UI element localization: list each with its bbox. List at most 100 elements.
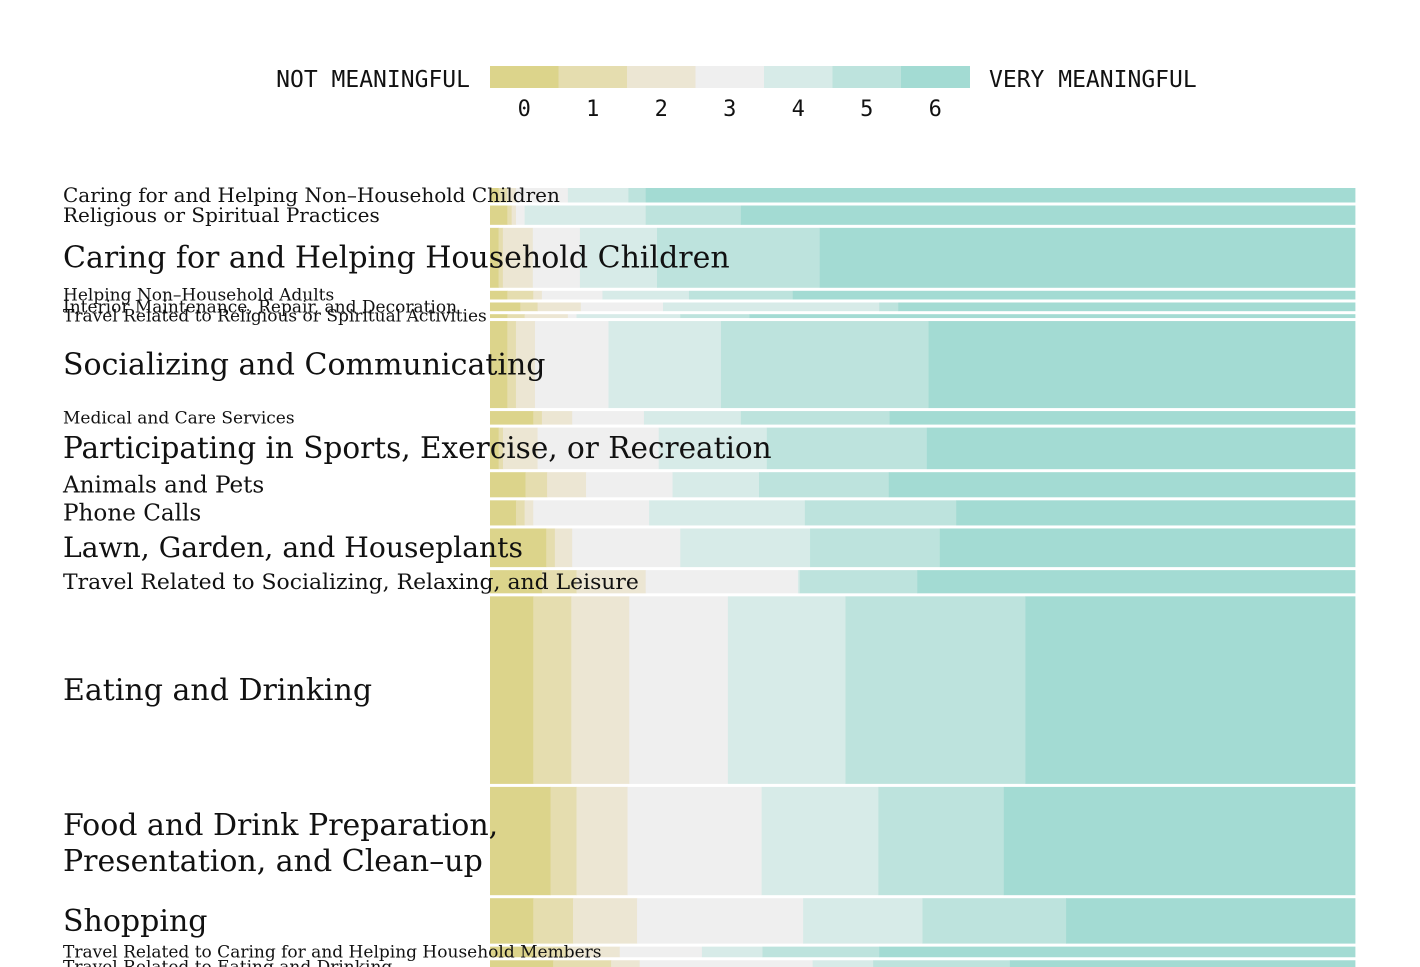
bar-segment-5 (878, 786, 1005, 896)
bar-segment-1 (498, 227, 504, 288)
legend-tick-label: 0 (518, 97, 531, 122)
bar-segment-4 (602, 290, 690, 300)
bar-segment-1 (525, 472, 548, 498)
row-label: Lawn, Garden, and Houseplants (63, 531, 523, 564)
bar-segment-4 (663, 302, 880, 312)
bar-segment-1 (498, 188, 508, 203)
legend-swatch-0 (490, 66, 559, 88)
bar-segment-5 (879, 302, 899, 312)
bar-segment-3 (533, 500, 650, 526)
bar-segment-4 (524, 205, 647, 225)
bar-segment-2 (524, 314, 569, 319)
bar-segment-2 (502, 227, 534, 288)
bar-segment-6 (1003, 786, 1356, 896)
bar-segment-5 (680, 314, 750, 319)
color-scale-legend: NOT MEANINGFUL VERY MEANINGFUL 0 1 2 3 4 5 6 (276, 66, 1197, 122)
bar-segment-4 (812, 960, 874, 967)
bar-segment-1 (507, 205, 513, 225)
bar-row (490, 596, 1356, 784)
bar-row (490, 898, 1356, 944)
legend-tick-label: 5 (860, 97, 873, 122)
bar-segment-0 (490, 570, 543, 594)
row-label: Religious or Spiritual Practices (63, 203, 380, 227)
bar-segment-5 (810, 528, 941, 568)
bar-segment-3 (537, 427, 660, 470)
bar-segment-2 (576, 570, 647, 594)
bar-segment-1 (515, 500, 525, 526)
bar-segment-3 (629, 596, 729, 784)
row-labels: Caring for and Helping Non–Household Chi… (62, 183, 772, 967)
bar-segment-5 (804, 500, 957, 526)
bar-segment-0 (490, 188, 500, 203)
bar-segment-3 (572, 411, 645, 425)
bar-segment-5 (720, 321, 929, 409)
bar-segment-1 (533, 946, 569, 958)
bar-segment-3 (567, 314, 577, 319)
bar-segment-4 (567, 188, 629, 203)
bar-segment-2 (571, 596, 630, 784)
bar-segment-3 (586, 472, 673, 498)
bar-row (490, 960, 1356, 967)
bar-segment-6 (939, 528, 1356, 568)
row-label: Travel Related to Socializing, Relaxing,… (63, 570, 639, 595)
bar-segment-5 (762, 946, 880, 958)
bar-segment-5 (845, 596, 1026, 784)
row-label: Shopping (63, 904, 207, 939)
legend-swatch-5 (832, 66, 902, 88)
bar-segment-6 (888, 472, 1356, 498)
bar-segment-6 (740, 205, 1356, 225)
bar-row (490, 314, 1356, 319)
row-label: Medical and Care Services (63, 408, 295, 428)
bar-segment-3 (572, 528, 681, 568)
bar-segment-3 (639, 960, 814, 967)
bar-segment-6 (645, 188, 1356, 203)
bar-row (490, 227, 1356, 288)
bar-segment-0 (490, 314, 508, 319)
bar-segment-3 (627, 786, 763, 896)
bar-segment-4 (576, 314, 681, 319)
bar-segment-5 (922, 898, 1067, 944)
bar-segment-2 (511, 205, 517, 225)
bar-segment-1 (507, 314, 525, 319)
bar-segment-0 (490, 411, 534, 425)
legend-swatch-6 (901, 66, 970, 88)
bar-row (490, 188, 1356, 203)
bar-segment-6 (792, 290, 1356, 300)
bar-segment-1 (520, 302, 538, 312)
row-label: Travel Related to Caring for and Helping… (63, 943, 602, 963)
bar-segment-5 (657, 227, 821, 288)
bar-segment-6 (956, 500, 1356, 526)
bar-segment-6 (819, 227, 1356, 288)
bar-segment-4 (701, 946, 763, 958)
bar-segment-1 (507, 290, 534, 300)
bar-segment-5 (799, 570, 918, 594)
legend-swatch-4 (764, 66, 833, 88)
bar-segment-6 (749, 314, 1356, 319)
row-label: Helping Non–Household Adults (63, 286, 334, 306)
bar-segment-2 (541, 411, 573, 425)
bar-segment-1 (550, 786, 577, 896)
legend-tick-label: 2 (655, 97, 668, 122)
bar-segment-6 (889, 411, 1356, 425)
bar-segment-3 (637, 898, 804, 944)
bar-row (490, 570, 1356, 594)
bar-segment-5 (628, 188, 647, 203)
bar-segment-6 (879, 946, 1356, 958)
bar-segment-4 (680, 528, 811, 568)
bar-segment-2 (576, 786, 628, 896)
bar-segment-5 (766, 427, 928, 470)
bar-segment-4 (658, 427, 768, 470)
bar-segment-6 (1025, 596, 1356, 784)
bar-segment-6 (917, 570, 1356, 594)
bar-segment-6 (898, 302, 1356, 312)
bar-segment-2 (611, 960, 641, 967)
bar-segment-6 (928, 321, 1356, 409)
bar-segment-2 (507, 188, 517, 203)
legend-tick-label: 1 (586, 97, 599, 122)
legend-swatch-2 (627, 66, 696, 88)
bar-segment-3 (619, 946, 703, 958)
row-label: Participating in Sports, Exercise, or Re… (63, 431, 772, 465)
bar-row (490, 786, 1356, 896)
bar-segment-0 (490, 786, 551, 896)
